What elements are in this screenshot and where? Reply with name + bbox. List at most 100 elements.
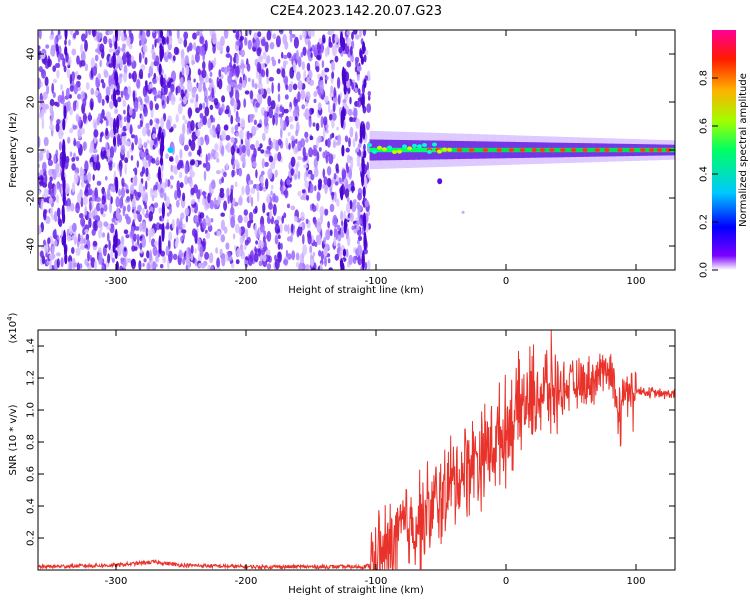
spectrogram-noise-speck bbox=[44, 244, 49, 254]
spectrogram-noise-speck bbox=[215, 151, 219, 160]
spectrogram-noise-speck bbox=[215, 170, 221, 175]
spectrogram-streak-speck bbox=[62, 188, 66, 206]
spectrogram-noise-speck bbox=[290, 205, 296, 211]
spectrogram-noise-speck bbox=[53, 184, 57, 196]
spectrogram-noise-speck bbox=[98, 247, 102, 254]
spectrogram-noise-speck bbox=[230, 184, 234, 190]
spectrogram-noise-speck bbox=[105, 86, 111, 97]
spectrogram-noise-speck bbox=[268, 106, 274, 119]
spectrogram-trace-peak bbox=[639, 148, 646, 152]
spectrogram-noise-speck bbox=[234, 223, 240, 234]
spectrogram-noise-speck bbox=[139, 120, 143, 128]
spectrogram-noise-speck bbox=[280, 178, 283, 188]
spectrogram-noise-speck bbox=[227, 252, 231, 258]
spectrogram-noise-speck bbox=[115, 89, 121, 96]
spectrogram-noise-speck bbox=[225, 53, 231, 58]
spectrogram-noise-speck bbox=[194, 52, 200, 63]
spectrogram-noise-speck bbox=[300, 89, 306, 100]
spectrogram-trace-speck bbox=[377, 145, 382, 150]
spectrogram-noise-speck bbox=[42, 91, 48, 100]
spectrogram-noise-speck bbox=[142, 126, 147, 137]
spectrogram-noise-speck bbox=[141, 221, 147, 233]
spectrogram-streak-speck bbox=[114, 250, 118, 260]
snr-x-tick-label: -300 bbox=[105, 576, 128, 587]
spectrogram-trace-core bbox=[401, 147, 404, 153]
spectrogram-noise-speck bbox=[119, 119, 123, 129]
spectrogram-noise-speck bbox=[91, 190, 96, 202]
spectrogram-trace-core bbox=[599, 147, 602, 153]
spectrogram-noise-speck bbox=[177, 103, 183, 115]
spectrogram-streak-speck bbox=[114, 71, 118, 82]
spectrogram-trace-core bbox=[489, 147, 492, 153]
spectrogram-noise-speck bbox=[103, 70, 109, 78]
spectrogram-noise-speck bbox=[64, 39, 67, 46]
spectrogram-noise-speck bbox=[101, 232, 106, 238]
spectrogram-trace-core bbox=[461, 147, 464, 153]
spectrogram-noise-speck bbox=[58, 141, 62, 151]
spectrogram-noise-speck bbox=[195, 31, 200, 36]
spectrogram-noise-speck bbox=[138, 68, 144, 80]
spectrogram-noise-speck bbox=[336, 224, 341, 231]
spectrogram-noise-speck bbox=[51, 168, 55, 175]
spectrogram-noise-speck bbox=[320, 115, 324, 128]
spectrogram-noise-speck bbox=[310, 173, 315, 181]
spectrogram-noise-speck bbox=[199, 45, 205, 56]
spectrogram-noise-speck bbox=[310, 261, 314, 267]
spectrogram-noise-speck bbox=[193, 78, 196, 83]
spectrogram-noise-speck bbox=[349, 116, 353, 123]
spectrogram-noise-speck bbox=[303, 164, 309, 169]
spectrogram-noise-speck bbox=[146, 128, 151, 137]
snr-y-tick-label: 0.4 bbox=[26, 498, 37, 514]
spectrogram-noise-speck bbox=[186, 46, 190, 53]
snr-x-tick-label: -100 bbox=[365, 576, 388, 587]
spectrogram-noise-speck bbox=[334, 253, 339, 261]
spectrogram-noise-speck bbox=[184, 90, 187, 95]
spectrogram-noise-speck bbox=[79, 244, 85, 251]
spectrogram-noise-speck bbox=[126, 150, 130, 159]
spectrogram-noise-speck bbox=[63, 65, 67, 73]
spectrogram-noise-speck bbox=[144, 57, 148, 65]
spectrogram-noise-speck bbox=[99, 43, 105, 53]
spectrogram-noise-speck bbox=[278, 113, 284, 118]
spectrogram-noise-speck bbox=[176, 30, 180, 40]
spectrogram-trace-core bbox=[369, 147, 372, 153]
spectrogram-noise-speck bbox=[44, 173, 48, 184]
spectrogram-noise-speck bbox=[110, 128, 114, 139]
spectrogram-noise-speck bbox=[211, 87, 215, 99]
spectrogram-noise-speck bbox=[146, 139, 150, 144]
spectrogram-noise-speck bbox=[238, 167, 243, 177]
spectrogram-noise-speck bbox=[152, 78, 158, 85]
spectrogram-noise-speck bbox=[57, 215, 61, 226]
spectrogram-noise-speck bbox=[39, 150, 44, 161]
spectrogram-noise-speck bbox=[88, 112, 92, 122]
spectrogram-noise-speck bbox=[117, 75, 123, 85]
spectrogram-noise-speck bbox=[230, 115, 234, 125]
spectrogram-noise-speck bbox=[213, 57, 217, 66]
spectrogram-noise-speck bbox=[56, 194, 59, 204]
spectrogram-noise-speck bbox=[128, 72, 132, 80]
spectrogram-noise-speck bbox=[170, 93, 176, 106]
spectrogram-noise-speck bbox=[280, 119, 284, 130]
spectrogram-noise-speck bbox=[80, 217, 86, 227]
spectrogram-noise-speck bbox=[334, 34, 339, 43]
spectrogram-streak-speck bbox=[161, 202, 165, 219]
spectrogram-noise-speck bbox=[106, 149, 111, 158]
spectrogram-noise-speck bbox=[111, 257, 115, 263]
spectrogram-noise-speck bbox=[108, 48, 114, 53]
spectrogram-noise-speck bbox=[269, 210, 273, 220]
spectrogram-noise-speck bbox=[111, 217, 116, 223]
spectrogram-noise-speck bbox=[346, 235, 351, 247]
spectrogram-noise-speck bbox=[150, 187, 153, 198]
spectrogram-noise-speck bbox=[144, 204, 148, 210]
spectrogram-noise-speck bbox=[205, 153, 208, 165]
spectrogram-noise-speck bbox=[201, 191, 207, 196]
spectrogram-noise-speck bbox=[53, 78, 58, 84]
spectrogram-noise-speck bbox=[149, 119, 153, 126]
spectrogram-noise-speck bbox=[357, 244, 363, 256]
spectrogram-noise-speck bbox=[183, 96, 187, 105]
spectrogram-noise-speck bbox=[297, 170, 301, 180]
spectrogram-noise-speck bbox=[349, 212, 354, 222]
spectrogram-noise-speck bbox=[328, 101, 331, 114]
spectrogram-noise-speck bbox=[171, 218, 175, 229]
spectrogram-noise-speck bbox=[357, 254, 361, 265]
